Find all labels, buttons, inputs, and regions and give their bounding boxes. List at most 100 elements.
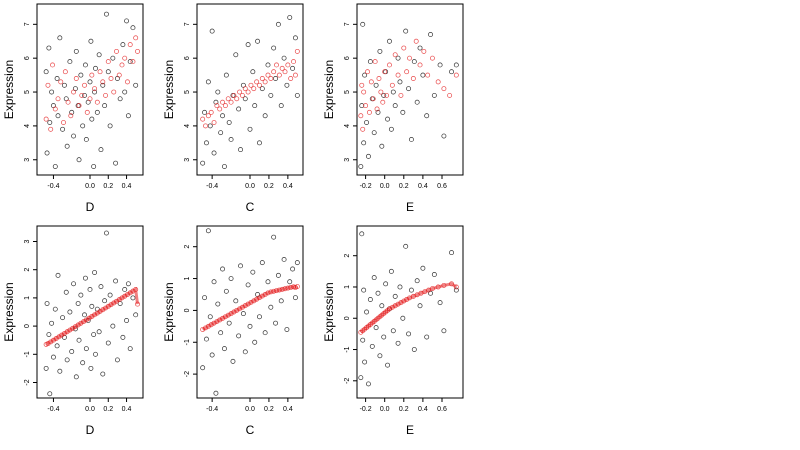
data-point	[282, 286, 288, 292]
data-point	[230, 358, 236, 364]
x-tick-label: 0.6	[437, 183, 447, 190]
data-point	[133, 312, 139, 318]
y-tick-label: 2	[184, 245, 191, 249]
data-point	[48, 126, 54, 132]
data-point	[43, 116, 49, 122]
chart-panel-4: -0.4 0.0 0.2 0.4 -2 -1 0 1 2 3 D Expression	[2, 225, 144, 437]
data-point	[94, 99, 100, 105]
series-1	[200, 228, 300, 396]
data-point	[208, 322, 214, 328]
data-point	[247, 126, 253, 132]
data-point	[359, 231, 365, 237]
y-axis-label: Expression	[322, 60, 336, 119]
x-tick-label: 0.4	[122, 406, 132, 413]
data-point	[417, 303, 423, 309]
data-point	[411, 59, 417, 65]
data-point	[294, 284, 300, 289]
data-point	[87, 96, 93, 102]
x-tick-label: -0.4	[206, 406, 218, 413]
data-point	[408, 136, 414, 142]
x-tick-label: 0.0	[85, 406, 95, 413]
data-point	[114, 357, 120, 363]
data-point	[50, 62, 55, 68]
data-point	[365, 69, 370, 75]
data-point	[285, 285, 291, 291]
plot-frame	[356, 225, 464, 399]
data-point	[259, 260, 265, 266]
data-point	[362, 72, 368, 78]
data-point	[130, 59, 136, 65]
data-point	[287, 15, 293, 20]
data-point	[441, 282, 447, 288]
data-point	[413, 38, 419, 44]
data-point	[392, 303, 398, 309]
data-point	[366, 109, 372, 115]
data-point	[124, 18, 130, 24]
data-point	[425, 72, 431, 78]
data-point	[205, 323, 211, 329]
data-point	[110, 55, 116, 61]
data-point	[378, 89, 384, 95]
data-point	[69, 349, 75, 354]
data-point	[410, 76, 416, 81]
x-tick-label: 0.4	[283, 406, 293, 413]
data-point	[406, 331, 412, 337]
x-tick-label: -0.4	[47, 406, 59, 413]
data-point	[228, 99, 234, 105]
data-point	[428, 32, 433, 37]
data-point	[117, 96, 123, 102]
plot-frame	[36, 3, 144, 176]
data-point	[265, 279, 271, 285]
data-point	[453, 62, 459, 68]
data-point	[268, 76, 274, 81]
data-point	[239, 304, 245, 310]
data-point	[91, 332, 97, 338]
y-tick-label: 6	[184, 56, 191, 60]
data-point	[407, 55, 412, 61]
y-tick-label: 3	[24, 239, 31, 243]
data-point	[279, 286, 285, 292]
data-point	[215, 301, 221, 307]
data-point	[364, 309, 369, 315]
series-2	[200, 284, 300, 332]
data-point	[358, 164, 364, 169]
data-point	[361, 287, 367, 293]
data-point	[100, 82, 106, 88]
data-point	[233, 298, 239, 304]
data-point	[211, 150, 217, 156]
data-point	[82, 275, 88, 281]
data-point	[200, 116, 206, 122]
data-point	[358, 113, 364, 119]
y-tick-label: 4	[184, 124, 191, 128]
data-point	[411, 347, 417, 352]
data-point	[204, 336, 209, 342]
data-point	[273, 320, 279, 326]
plot-frame	[196, 225, 304, 399]
data-point	[239, 92, 245, 98]
data-point	[254, 296, 260, 302]
y-axis-label: Expression	[162, 282, 176, 341]
data-point	[237, 306, 243, 312]
data-point	[361, 140, 367, 146]
data-point	[217, 317, 223, 323]
data-point	[54, 343, 60, 349]
data-point	[384, 92, 390, 98]
data-point	[387, 62, 392, 68]
data-point	[124, 318, 130, 323]
data-point	[100, 79, 106, 85]
x-tick-label: 0.4	[283, 183, 293, 190]
data-point	[268, 304, 274, 310]
data-point	[245, 301, 251, 307]
data-point	[91, 164, 97, 169]
data-point	[231, 92, 237, 98]
chart-panel-5: -0.4 0.0 0.2 0.4 -2 -1 0 1 2 C Expression	[162, 225, 304, 437]
data-point	[82, 82, 87, 88]
data-point	[87, 286, 93, 292]
data-point	[87, 79, 93, 85]
data-point	[64, 357, 70, 363]
data-point	[372, 59, 378, 65]
data-point	[371, 130, 377, 136]
data-point	[294, 92, 300, 98]
x-tick-label: 0.4	[418, 406, 428, 413]
y-tick-label: -1	[344, 346, 351, 352]
